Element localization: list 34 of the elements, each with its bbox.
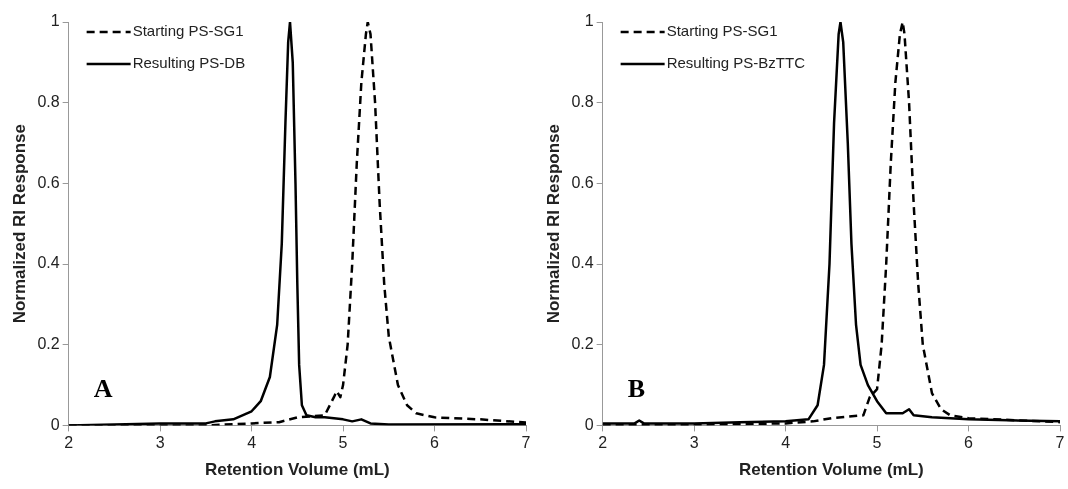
x-tick-label: 3 — [689, 434, 699, 452]
legend-label: Starting PS-SG1 — [666, 22, 778, 40]
y-tick-label: 0.2 — [37, 335, 60, 353]
y-tick-label: 0.4 — [571, 254, 594, 272]
x-axis-title: Retention Volume (mL) — [204, 460, 390, 480]
y-tick-label: 0.2 — [571, 335, 594, 353]
legend-label: Resulting PS-BzTTC — [666, 54, 806, 72]
x-tick-label: 4 — [781, 434, 791, 452]
legend-label: Starting PS-SG1 — [132, 22, 244, 40]
y-tick-label: 0 — [584, 415, 594, 433]
x-tick-label: 3 — [155, 434, 165, 452]
x-tick-label: 6 — [430, 434, 440, 452]
y-axis-title: Normalized RI Response — [9, 124, 29, 324]
y-tick-label: 0.4 — [37, 254, 60, 272]
x-tick-label: 2 — [64, 434, 74, 452]
y-axis-title: Normalized RI Response — [543, 124, 563, 324]
x-axis-title: Retention Volume (mL) — [738, 460, 924, 480]
x-tick-label: 4 — [247, 434, 257, 452]
x-tick-label: 7 — [1055, 434, 1065, 452]
annotation: B — [627, 374, 645, 404]
y-tick-label: 0.8 — [37, 93, 60, 111]
y-tick-label: 1 — [50, 12, 60, 30]
y-tick-label: 0.8 — [571, 93, 594, 111]
legend-label: Resulting PS-DB — [132, 54, 246, 72]
y-tick-label: 0.6 — [37, 173, 60, 191]
x-tick-label: 7 — [521, 434, 531, 452]
x-tick-label: 5 — [338, 434, 348, 452]
x-tick-label: 6 — [964, 434, 974, 452]
y-tick-label: 0.6 — [571, 173, 594, 191]
annotation: A — [93, 374, 113, 404]
y-tick-label: 0 — [50, 415, 60, 433]
y-tick-label: 1 — [584, 12, 594, 30]
x-tick-label: 5 — [872, 434, 882, 452]
x-tick-label: 2 — [598, 434, 608, 452]
